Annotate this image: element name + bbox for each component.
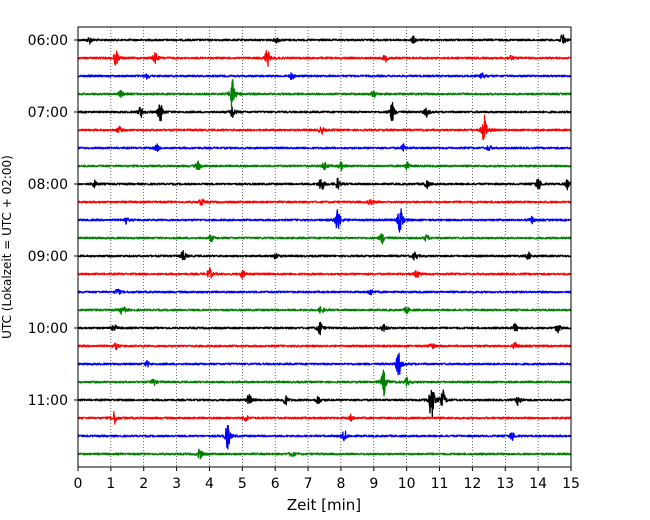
x-tick-label: 8 [336, 476, 345, 492]
y-tick-label: 10:00 [28, 321, 68, 337]
x-tick-label: 0 [74, 476, 83, 492]
x-tick-label: 1 [106, 476, 115, 492]
trace-0645 [77, 79, 572, 108]
x-tick-label: 12 [463, 476, 481, 492]
trace-0900 [77, 249, 572, 261]
y-tick-label: 07:00 [28, 105, 68, 121]
x-tick-label: 5 [238, 476, 247, 492]
trace-1030 [77, 352, 572, 376]
x-tick-label: 9 [369, 476, 378, 492]
trace-1015 [77, 341, 572, 351]
trace-0945 [77, 306, 572, 315]
trace-0830 [77, 208, 572, 233]
trace-1145 [77, 448, 572, 460]
y-tick-label: 06:00 [28, 33, 68, 49]
y-axis-ticks: 06:00 07:00 08:00 09:00 10:00 11:00 [28, 33, 78, 409]
trace-0845 [77, 233, 572, 245]
trace-0745 [77, 160, 572, 172]
trace-0730 [77, 143, 572, 152]
plot-frame [77, 26, 572, 468]
x-tick-label: 7 [304, 476, 313, 492]
x-tick-label: 15 [562, 476, 580, 492]
trace-0800 [77, 177, 572, 191]
x-axis-ticks: 0 1 2 3 4 5 6 7 8 9 10 11 12 13 14 15 [74, 467, 580, 492]
x-tick-label: 11 [431, 476, 449, 492]
trace-1000 [77, 321, 572, 336]
x-tick-label: 13 [496, 476, 514, 492]
trace-0615 [77, 50, 572, 67]
minute-grid [110, 27, 539, 467]
trace-0700 [77, 101, 572, 122]
y-tick-label: 09:00 [28, 249, 68, 265]
trace-1130 [77, 425, 572, 450]
trace-1100 [77, 389, 572, 419]
x-tick-label: 14 [529, 476, 547, 492]
seismic-traces [77, 34, 572, 460]
trace-0630 [77, 72, 572, 80]
trace-0915 [77, 267, 572, 279]
trace-0815 [77, 198, 572, 206]
x-tick-label: 10 [398, 476, 416, 492]
x-tick-label: 4 [205, 476, 214, 492]
trace-0715 [77, 114, 572, 141]
trace-1045 [77, 369, 572, 397]
trace-1115 [77, 411, 572, 425]
y-axis-label: UTC (Lokalzeit = UTC + 02:00) [0, 155, 14, 339]
y-tick-label: 08:00 [28, 177, 68, 193]
x-tick-label: 2 [139, 476, 148, 492]
y-tick-label: 11:00 [28, 393, 68, 409]
x-tick-label: 6 [271, 476, 280, 492]
x-axis-label: Zeit [min] [287, 496, 361, 514]
trace-0600 [77, 34, 572, 45]
x-tick-label: 3 [172, 476, 181, 492]
trace-0930 [77, 288, 572, 296]
